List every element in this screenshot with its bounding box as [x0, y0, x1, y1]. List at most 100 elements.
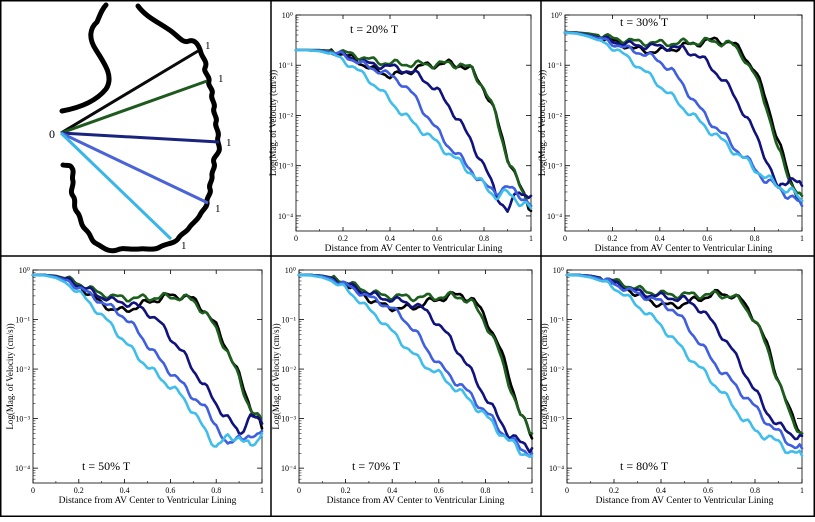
x-tick-label: 0.4: [120, 486, 130, 495]
x-axis-label: Distance from AV Center to Ventricular L…: [595, 243, 773, 254]
y-tick-label: 10⁻³: [281, 415, 296, 424]
x-tick-label: 0.6: [434, 486, 444, 495]
series-line-2: [563, 31, 804, 198]
x-tick-label: 0.6: [432, 234, 442, 243]
series-line-2: [565, 273, 804, 435]
ray-5-end-label: 1: [181, 240, 187, 252]
x-axis-label: Distance from AV Center to Ventricular L…: [327, 495, 505, 506]
chart-panel-50pct: 0 0.2 0.4 0.6 0.8 1 10⁰ 10⁻¹ 10⁻² 10⁻³ 10⁻⁴ t = 50%…: [5, 266, 264, 506]
ventricle-diagram: 0 1 1 1 1 1: [49, 2, 232, 254]
x-tick-label: 0.6: [702, 234, 712, 243]
x-tick-label: 0.8: [479, 234, 489, 243]
y-axis-label: Log(Mag. of Velocity (cm/s)): [271, 323, 281, 429]
x-tick-label: 1: [800, 234, 804, 243]
series-line-4: [294, 48, 533, 208]
x-tick-label: 0.2: [609, 486, 619, 495]
y-tick-label: 10⁻¹: [278, 61, 293, 70]
y-tick-label: 10⁻⁴: [278, 212, 293, 221]
chart-title: t = 50% T: [82, 459, 131, 473]
y-tick-label: 10⁻³: [278, 162, 293, 171]
chart-panel-80pct: 0 0.2 0.4 0.6 0.8 1 10⁰ 10⁻¹ 10⁻² 10⁻³ 10⁻⁴ t = 80%…: [539, 266, 804, 506]
y-tick-label: 10⁻³: [549, 415, 564, 424]
x-tick-label: 0.6: [165, 486, 175, 495]
x-tick-label: 0.8: [211, 486, 221, 495]
x-tick-label: 0.4: [656, 486, 666, 495]
series-line-5: [297, 273, 534, 458]
x-tick-label: 0.8: [750, 234, 760, 243]
series-line-5: [565, 273, 804, 458]
y-tick-label: 10⁻³: [15, 415, 30, 424]
series-line-1: [563, 31, 804, 203]
y-axis-label: Log(Mag. of Velocity (cm/s)): [268, 70, 278, 176]
chart-title: t = 30% T: [620, 15, 669, 29]
series-line-5: [294, 48, 533, 210]
ray-1-end-label: 1: [205, 40, 211, 52]
y-tick-label: 10⁰: [285, 266, 296, 275]
y-tick-label: 10⁰: [553, 266, 564, 275]
plot-area: [298, 269, 533, 484]
y-tick-label: 10⁻²: [278, 111, 293, 120]
ray-4-end-label: 1: [215, 203, 221, 215]
y-tick-label: 10⁻¹: [547, 61, 562, 70]
center-label: 0: [49, 127, 55, 141]
x-tick-label: 1: [529, 234, 533, 243]
y-tick-label: 10⁻³: [547, 162, 562, 171]
x-axis-label: Distance from AV Center to Ventricular L…: [59, 495, 237, 506]
x-tick-label: 0.2: [607, 234, 617, 243]
chart-panel-30pct: 0 0.2 0.4 0.6 0.8 1 10⁰ 10⁻¹ 10⁻² 10⁻³ 10⁻⁴ t = 30%…: [537, 11, 804, 254]
y-tick-label: 10⁰: [19, 266, 30, 275]
series-line-1: [294, 48, 533, 213]
ventricle-wall-upper: [59, 2, 222, 254]
x-tick-label: 0.8: [750, 486, 760, 495]
y-tick-label: 10⁻⁴: [547, 212, 562, 221]
chart-panel-20pct: 0 0.2 0.4 0.6 0.8 1 10⁰ 10⁻¹ 10⁻² 10⁻³ 10⁻⁴ t = 20%…: [268, 11, 533, 254]
x-tick-label: 0.4: [655, 234, 665, 243]
y-tick-label: 10⁻²: [549, 365, 564, 374]
x-tick-label: 0.4: [387, 486, 397, 495]
x-tick-label: 0: [565, 486, 569, 495]
x-tick-label: 0: [31, 486, 35, 495]
series-line-5: [563, 31, 804, 203]
ray-2-end-label: 1: [218, 73, 224, 85]
y-axis-label: Log(Mag. of Velocity (cm/s)): [5, 323, 15, 429]
x-tick-label: 1: [260, 486, 264, 495]
y-axis-label: Log(Mag. of Velocity (cm/s)): [537, 70, 547, 176]
x-tick-label: 0.2: [341, 486, 351, 495]
x-tick-label: 0: [563, 234, 567, 243]
series-line-4: [563, 31, 804, 208]
x-axis-label: Distance from AV Center to Ventricular L…: [596, 495, 774, 506]
x-tick-label: 0: [297, 486, 301, 495]
y-tick-label: 10⁻¹: [281, 316, 296, 325]
series-line-5: [31, 273, 264, 448]
series-line-3: [565, 273, 804, 441]
ray-3-end-label: 1: [226, 137, 232, 149]
chart-panel-70pct: 0 0.2 0.4 0.6 0.8 1 10⁰ 10⁻¹ 10⁻² 10⁻³ 10⁻⁴ t = 70%…: [271, 266, 534, 506]
y-tick-label: 10⁰: [551, 11, 562, 20]
y-tick-label: 10⁻²: [281, 365, 296, 374]
y-tick-label: 10⁻⁴: [281, 464, 296, 473]
series-line-3: [31, 273, 264, 435]
ray-5: [59, 131, 173, 241]
series-line-2: [297, 273, 534, 435]
ray-3: [60, 131, 220, 144]
series-line-3: [294, 48, 533, 213]
series-line-1: [565, 273, 804, 435]
y-tick-label: 10⁻¹: [549, 316, 564, 325]
y-tick-label: 10⁻⁴: [549, 464, 564, 473]
y-tick-label: 10⁻⁴: [15, 464, 30, 473]
x-tick-label: 0.2: [338, 234, 348, 243]
ray-2: [60, 79, 208, 135]
x-axis-label: Distance from AV Center to Ventricular L…: [325, 243, 503, 254]
plot-area: [566, 269, 803, 484]
chart-title: t = 20% T: [350, 22, 399, 36]
x-tick-label: 0.8: [480, 486, 490, 495]
y-tick-label: 10⁻¹: [15, 316, 30, 325]
y-axis-label: Log(Mag. of Velocity (cm/s)): [539, 323, 549, 429]
x-tick-label: 0.2: [74, 486, 84, 495]
y-tick-label: 10⁻²: [15, 365, 30, 374]
x-tick-label: 1: [530, 486, 534, 495]
y-tick-label: 10⁻²: [547, 111, 562, 120]
